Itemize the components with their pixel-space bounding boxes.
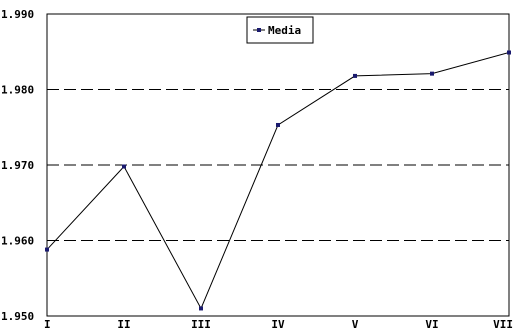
data-point	[45, 247, 49, 252]
y-tick-label: 1.950	[1, 310, 34, 323]
plot-frame	[46, 13, 510, 317]
x-tick-label: VI	[425, 318, 438, 331]
gridlines	[47, 89, 509, 241]
y-tick-label: 1.960	[1, 235, 34, 248]
x-tick-label: II	[117, 318, 130, 331]
data-point	[353, 73, 357, 78]
data-point	[199, 306, 203, 311]
x-tick-label: I	[44, 318, 51, 331]
y-tick-label: 1.970	[1, 159, 34, 172]
y-tick-label: 1.990	[1, 8, 34, 21]
legend: Media	[246, 16, 314, 44]
legend-marker	[257, 28, 261, 32]
data-point	[276, 122, 280, 127]
x-tick-label: VII	[493, 318, 513, 331]
series-line	[46, 52, 510, 310]
legend-box	[246, 16, 314, 44]
series-layer	[45, 50, 511, 311]
data-point	[122, 164, 126, 169]
legend-label: Media	[268, 24, 301, 37]
data-point	[430, 71, 434, 76]
x-tick-label: III	[191, 318, 211, 331]
y-axis-ticks: 1.950 1.960 1.970 1.980 1.990	[1, 8, 34, 323]
x-axis-ticks: I II III IV V VI VII	[44, 318, 513, 331]
data-point	[507, 50, 511, 55]
x-tick-label: V	[352, 318, 359, 331]
y-tick-label: 1.980	[1, 84, 34, 97]
x-tick-label: IV	[271, 318, 285, 331]
